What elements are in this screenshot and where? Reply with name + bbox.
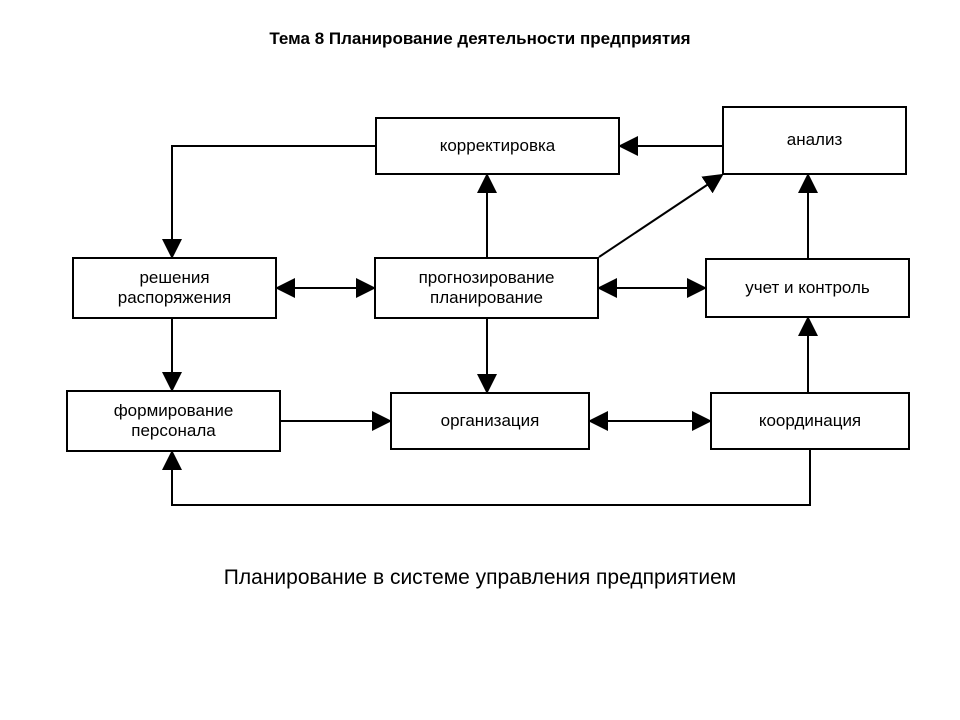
node-korrek: корректировка [375,117,620,175]
node-koord: координация [710,392,910,450]
diagram-stage: Тема 8 Планирование деятельности предпри… [0,0,960,720]
node-prognoz: прогнозирование планирование [374,257,599,319]
node-uchet: учет и контроль [705,258,910,318]
node-form: формирование персонала [66,390,281,452]
node-analiz: анализ [722,106,907,175]
edge [599,175,722,257]
node-org: организация [390,392,590,450]
node-resh: решения распоряжения [72,257,277,319]
edge [172,146,375,257]
diagram-caption: Планирование в системе управления предпр… [0,566,960,590]
diagram-title: Тема 8 Планирование деятельности предпри… [0,29,960,49]
edge [172,450,810,505]
